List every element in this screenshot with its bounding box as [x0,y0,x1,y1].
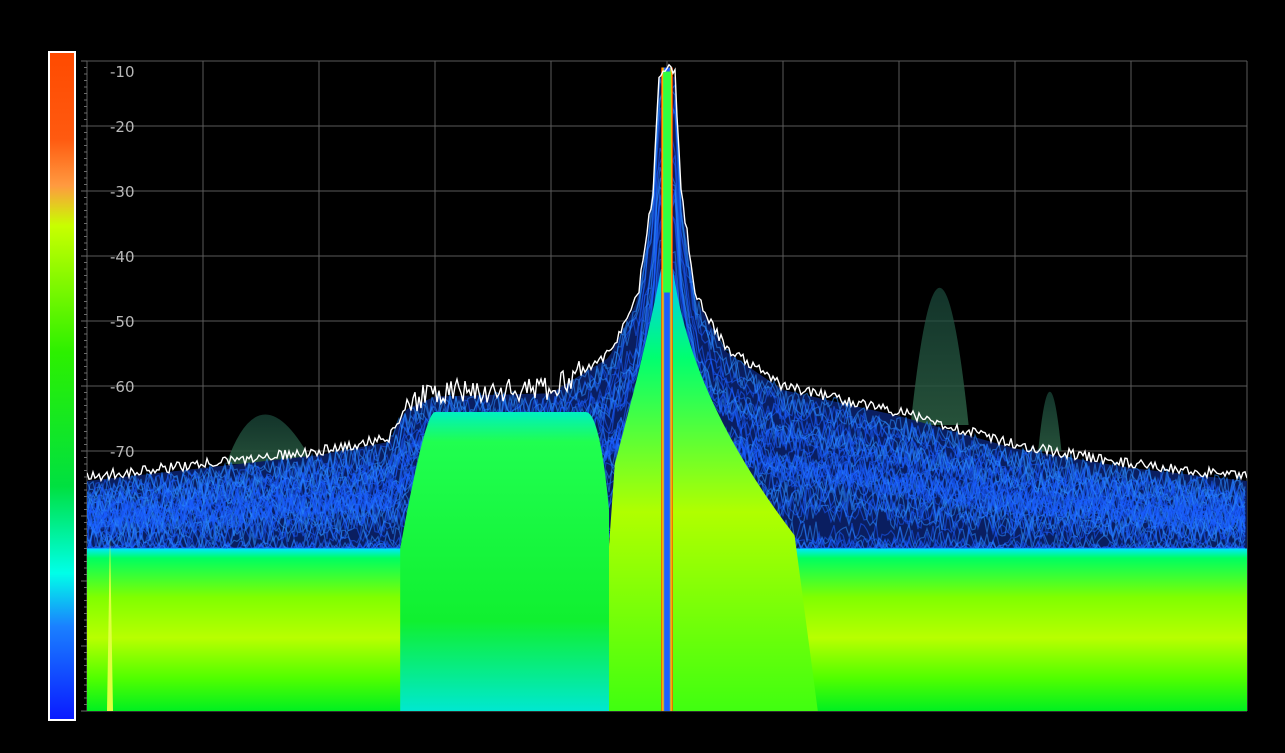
y-axis: -10-20-30-40-50-60-70-80 [81,60,135,712]
carrier-skirt [597,269,818,711]
faint-signal-mark [226,414,314,464]
y-tick-label: -10 [110,63,135,81]
y-tick-label: -60 [110,378,135,396]
plot-area [87,63,1247,711]
y-tick-label: -70 [110,443,135,461]
y-tick-label: -30 [110,183,135,201]
carrier-signal [661,67,673,711]
y-tick-label: -50 [110,313,135,331]
spur-mark [107,535,113,711]
y-tick-label: -40 [110,248,135,266]
max-hold-trace [87,63,1247,483]
faint-signal-mark [1038,391,1062,451]
y-tick-label: -20 [110,118,135,136]
color-scale-bar [48,51,76,721]
carrier-peak [663,71,671,293]
wideband-signal [400,412,609,711]
faint-signal-mark [910,287,969,425]
